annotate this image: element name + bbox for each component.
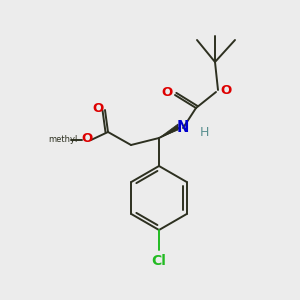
Polygon shape	[159, 124, 178, 138]
Text: O: O	[161, 86, 172, 100]
Text: H: H	[200, 125, 209, 139]
Text: Cl: Cl	[152, 254, 166, 268]
Text: O: O	[92, 101, 104, 115]
Text: O: O	[81, 131, 93, 145]
Text: methyl: methyl	[48, 136, 78, 145]
Text: O: O	[220, 83, 231, 97]
Text: N: N	[177, 121, 189, 136]
